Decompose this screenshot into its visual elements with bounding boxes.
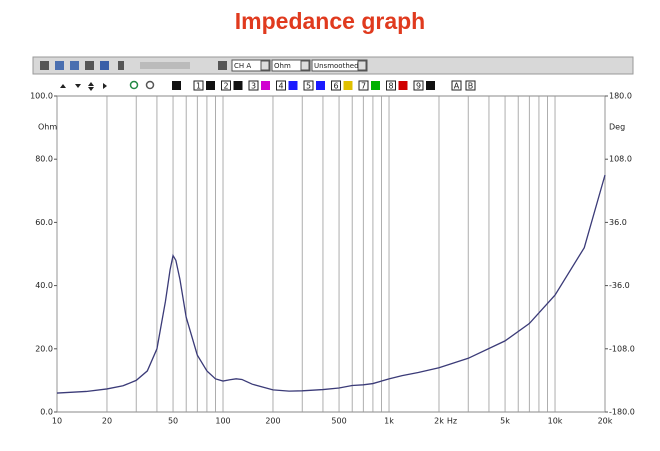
channel-button[interactable] <box>193 80 204 91</box>
x-tick-label: 10k <box>548 417 563 426</box>
x-tick-label: 2k <box>434 417 444 426</box>
channel-button[interactable] <box>303 80 314 91</box>
x-tick-label: 50 <box>168 417 178 426</box>
channel-color <box>261 81 270 90</box>
x-tick-label: 500 <box>331 417 346 426</box>
y-tick-label: 40.0 <box>35 281 53 290</box>
channel-label: 8 <box>388 82 393 91</box>
dropdown-value: Unsmoothed <box>314 62 359 70</box>
icon[interactable] <box>118 61 124 70</box>
toolbar-icons <box>40 61 227 70</box>
zoom-out[interactable] <box>145 80 155 90</box>
dropdown[interactable] <box>271 59 311 72</box>
channel-label: 1 <box>196 82 201 91</box>
channel-label: 4 <box>278 82 283 91</box>
x-tick-label: 20 <box>102 417 112 426</box>
channel-label: 5 <box>306 82 311 91</box>
channel-label: 9 <box>416 82 421 91</box>
y2-tick-label: -108.0 <box>609 344 635 353</box>
x-tick-label: 20k <box>598 417 613 426</box>
channel-label: 3 <box>251 82 256 91</box>
checkbox[interactable] <box>172 81 181 90</box>
y2-tick-label: 36.0 <box>609 218 627 227</box>
dropdown-value: Ohm <box>274 62 291 70</box>
y2-axis-label: Deg <box>609 123 625 132</box>
channel-label: 6 <box>333 82 338 91</box>
channel-button[interactable] <box>358 80 369 91</box>
dropdown-arrow <box>300 60 310 71</box>
channel-button[interactable] <box>248 80 259 91</box>
channel-color <box>426 81 435 90</box>
icon[interactable] <box>55 61 64 70</box>
icon[interactable] <box>218 61 227 70</box>
plot-frame <box>56 95 606 413</box>
y-tick-label: 60.0 <box>35 218 53 227</box>
channel-button[interactable] <box>221 80 231 91</box>
trace-label: B <box>468 82 474 91</box>
channel-button[interactable] <box>386 80 396 91</box>
x-tick-label: 5k <box>500 417 510 426</box>
arrow-icons[interactable] <box>60 82 107 91</box>
channel-color <box>316 81 325 90</box>
page-title: Impedance graph <box>235 8 425 34</box>
channel-color <box>233 81 243 90</box>
y-axis-label: Ohm <box>38 123 57 132</box>
disabled-icons <box>140 62 190 69</box>
channel-label: 2 <box>223 82 228 91</box>
channel-label: 7 <box>361 82 366 91</box>
x-tick-label: 200 <box>265 417 280 426</box>
dropdown-value: CH A <box>234 62 251 70</box>
x-tick-label: 10 <box>52 417 62 426</box>
dropdown-arrow <box>260 60 270 71</box>
impedance-curve <box>56 174 606 394</box>
secondary-toolbar <box>60 80 181 91</box>
y-tick-label: 80.0 <box>35 155 53 164</box>
y-tick-label: 100.0 <box>30 92 53 101</box>
icon[interactable] <box>85 61 94 70</box>
save-icon[interactable] <box>40 61 49 70</box>
x-tick-label: 100 <box>215 417 230 426</box>
dropdown[interactable] <box>311 59 368 72</box>
channel-color <box>371 81 380 90</box>
icon[interactable] <box>100 61 109 70</box>
y2-tick-label: -36.0 <box>609 281 630 290</box>
x-tick-label: 1k <box>384 417 394 426</box>
channel-color <box>288 81 298 90</box>
zoom-in[interactable] <box>129 80 139 90</box>
trace-button[interactable] <box>451 80 462 91</box>
y-tick-label: 20.0 <box>35 344 53 353</box>
channel-color <box>343 81 353 90</box>
y2-tick-label: 108.0 <box>609 155 632 164</box>
y-tick-label: 0.0 <box>40 408 53 417</box>
x-axis-label: Hz <box>447 417 457 426</box>
channel-button[interactable] <box>331 80 341 91</box>
dropdown-arrow <box>357 60 367 71</box>
channel-button[interactable] <box>413 80 424 91</box>
icon[interactable] <box>70 61 79 70</box>
trace-button[interactable] <box>465 80 476 91</box>
trace-label: A <box>454 82 460 91</box>
channel-button[interactable] <box>276 80 286 91</box>
y2-tick-label: 180.0 <box>609 92 632 101</box>
channel-color <box>398 81 408 90</box>
dropdown[interactable] <box>231 59 271 72</box>
y2-tick-label: -180.0 <box>609 408 635 417</box>
channel-color <box>206 81 215 90</box>
